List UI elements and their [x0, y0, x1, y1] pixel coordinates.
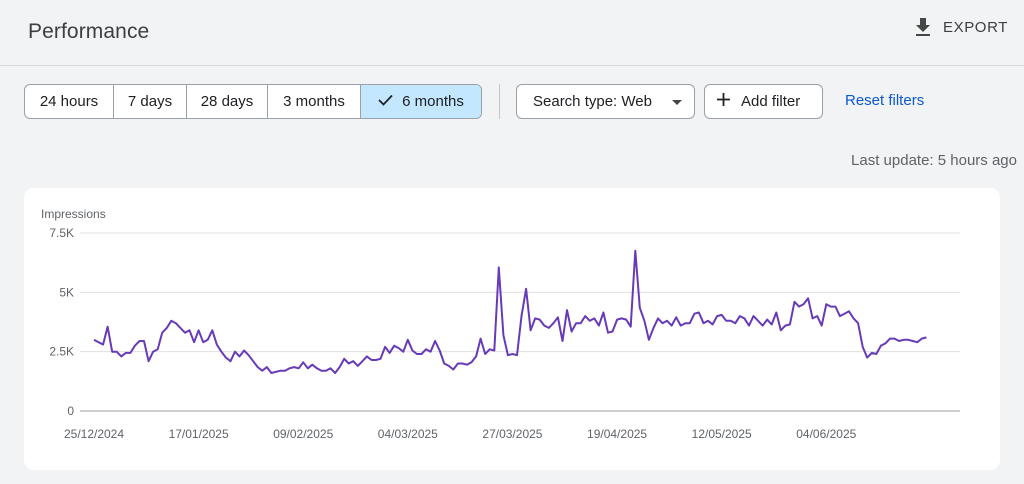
last-update-text: Last update: 5 hours ago	[851, 152, 1017, 169]
y-axis-title: Impressions	[41, 207, 106, 221]
range-label: 3 months	[283, 93, 345, 110]
x-tick-label: 27/03/2025	[482, 427, 542, 441]
range-label: 24 hours	[39, 93, 99, 110]
range-7-days-button[interactable]: 7 days	[114, 85, 187, 118]
export-button[interactable]: EXPORT	[915, 18, 1008, 36]
x-tick-label: 19/04/2025	[587, 427, 647, 441]
x-tick-label: 04/03/2025	[378, 427, 438, 441]
range-label: 28 days	[200, 93, 254, 110]
date-range-selector: 24 hours 7 days 28 days 3 months 6 month…	[24, 84, 482, 119]
y-tick-label: 2.5K	[49, 345, 74, 359]
y-tick-label: 5K	[59, 285, 74, 299]
reset-filters-link[interactable]: Reset filters	[845, 92, 925, 109]
range-6-months-button[interactable]: 6 months	[361, 85, 481, 118]
add-filter-button[interactable]: Add filter	[704, 84, 823, 119]
range-label: 6 months	[402, 93, 464, 110]
caret-down-icon	[672, 100, 682, 105]
impressions-chart-card: Impressions 0 2.5K 5K 7.5K 25/12/2024 17/01/20…	[24, 188, 1000, 470]
page-header: Performance EXPORT	[0, 0, 1024, 66]
range-24-hours-button[interactable]: 24 hours	[25, 85, 114, 118]
page-title: Performance	[28, 20, 150, 43]
toolbar-divider	[499, 84, 500, 119]
x-tick-label: 12/05/2025	[692, 427, 752, 441]
range-28-days-button[interactable]: 28 days	[187, 85, 268, 118]
impressions-series-line	[93, 249, 927, 374]
add-filter-label: Add filter	[741, 93, 801, 110]
x-tick-label: 09/02/2025	[273, 427, 333, 441]
y-tick-label: 7.5K	[49, 226, 74, 240]
download-icon	[915, 18, 931, 36]
x-tick-label: 04/06/2025	[796, 427, 856, 441]
plus-icon	[717, 93, 730, 110]
search-type-dropdown[interactable]: Search type: Web	[516, 84, 695, 119]
y-tick-label: 0	[67, 404, 74, 418]
x-tick-label: 17/01/2025	[169, 427, 229, 441]
range-label: 7 days	[127, 93, 173, 110]
x-tick-label: 25/12/2024	[64, 427, 124, 441]
range-3-months-button[interactable]: 3 months	[268, 85, 361, 118]
export-label: EXPORT	[942, 18, 1008, 36]
check-icon	[378, 93, 393, 110]
toolbar: 24 hours 7 days 28 days 3 months 6 month…	[24, 84, 482, 119]
impressions-chart: Impressions 0 2.5K 5K 7.5K 25/12/2024 17/01/20…	[41, 207, 960, 441]
search-type-label: Search type: Web	[533, 93, 652, 110]
